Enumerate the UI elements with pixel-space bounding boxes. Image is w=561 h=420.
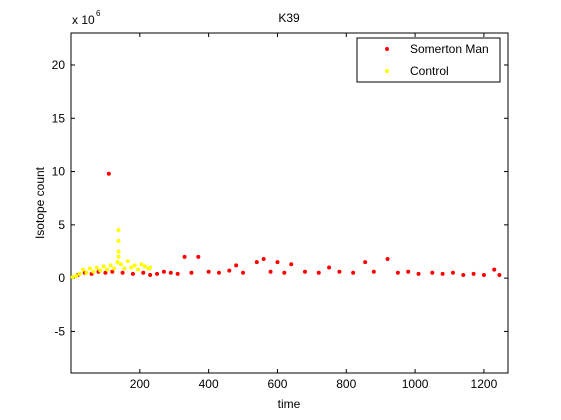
y-tick-label: 5 xyxy=(58,218,65,232)
point xyxy=(116,254,121,259)
plot-area xyxy=(70,32,509,374)
point xyxy=(461,272,466,277)
point xyxy=(139,262,144,267)
point xyxy=(385,256,390,261)
point xyxy=(141,270,146,275)
point xyxy=(115,260,120,265)
point xyxy=(87,266,92,271)
point xyxy=(84,270,89,275)
x-tick-label: 800 xyxy=(336,377,356,391)
point xyxy=(216,270,221,275)
y-tick-label: 0 xyxy=(58,271,65,285)
point xyxy=(130,271,135,276)
point xyxy=(337,269,342,274)
point xyxy=(136,267,141,272)
point xyxy=(105,267,110,272)
point xyxy=(275,260,280,265)
point xyxy=(98,268,103,273)
point xyxy=(395,270,400,275)
point xyxy=(492,267,497,272)
point xyxy=(416,271,421,276)
point xyxy=(227,268,232,273)
x-axis-label: time xyxy=(278,397,301,411)
legend: Somerton Man Control xyxy=(356,37,501,83)
y-tick-label: 10 xyxy=(52,165,66,179)
point xyxy=(450,270,455,275)
point xyxy=(116,228,121,233)
point xyxy=(497,272,502,277)
y-multiplier: x 10 xyxy=(72,13,95,27)
legend-marker xyxy=(385,47,389,51)
y-tick-label: -5 xyxy=(54,324,65,338)
point xyxy=(289,262,294,267)
point xyxy=(161,269,166,274)
point xyxy=(70,275,75,280)
point xyxy=(103,270,108,275)
y-axis-label: Isotope count xyxy=(33,166,47,239)
point xyxy=(74,274,79,279)
point xyxy=(182,254,187,259)
point xyxy=(155,271,160,276)
y-tick-label: 20 xyxy=(52,58,66,72)
point xyxy=(106,171,111,176)
point xyxy=(327,265,332,270)
x-tick-label: 400 xyxy=(199,377,219,391)
point xyxy=(116,249,121,254)
x-tick-label: 1000 xyxy=(402,377,429,391)
point xyxy=(132,263,137,268)
point xyxy=(118,262,123,267)
point xyxy=(241,270,246,275)
point xyxy=(234,263,239,268)
point xyxy=(282,270,287,275)
point xyxy=(101,264,106,269)
chart-title: K39 xyxy=(278,11,300,25)
point xyxy=(430,270,435,275)
point xyxy=(316,270,321,275)
y-tick-label: 15 xyxy=(52,111,66,125)
point xyxy=(110,269,115,274)
point xyxy=(148,265,153,270)
point xyxy=(261,256,266,261)
point xyxy=(371,269,376,274)
legend-label: Control xyxy=(410,64,449,78)
legend-label: Somerton Man xyxy=(410,42,489,56)
point xyxy=(120,270,125,275)
point xyxy=(351,270,356,275)
point xyxy=(440,271,445,276)
point xyxy=(142,264,147,269)
point xyxy=(175,271,180,276)
point xyxy=(406,269,411,274)
point xyxy=(302,269,307,274)
point xyxy=(81,267,86,272)
point xyxy=(91,269,96,274)
x-tick-label: 200 xyxy=(130,377,150,391)
point xyxy=(94,265,99,270)
legend-box xyxy=(356,37,501,83)
point xyxy=(471,271,476,276)
point xyxy=(148,272,153,277)
point xyxy=(363,260,368,265)
point xyxy=(268,269,273,274)
legend-marker xyxy=(385,69,389,73)
point xyxy=(254,260,259,265)
x-tick-label: 1200 xyxy=(471,377,498,391)
point xyxy=(196,254,201,259)
point xyxy=(122,266,127,271)
point xyxy=(481,272,486,277)
point xyxy=(116,238,121,243)
point xyxy=(129,265,134,270)
point xyxy=(189,270,194,275)
point xyxy=(77,271,82,276)
y-multiplier-exponent: 6 xyxy=(96,9,101,18)
x-tick-label: 600 xyxy=(267,377,287,391)
point xyxy=(206,269,211,274)
point xyxy=(125,259,130,264)
point xyxy=(168,270,173,275)
point xyxy=(108,263,113,268)
point xyxy=(112,266,117,271)
